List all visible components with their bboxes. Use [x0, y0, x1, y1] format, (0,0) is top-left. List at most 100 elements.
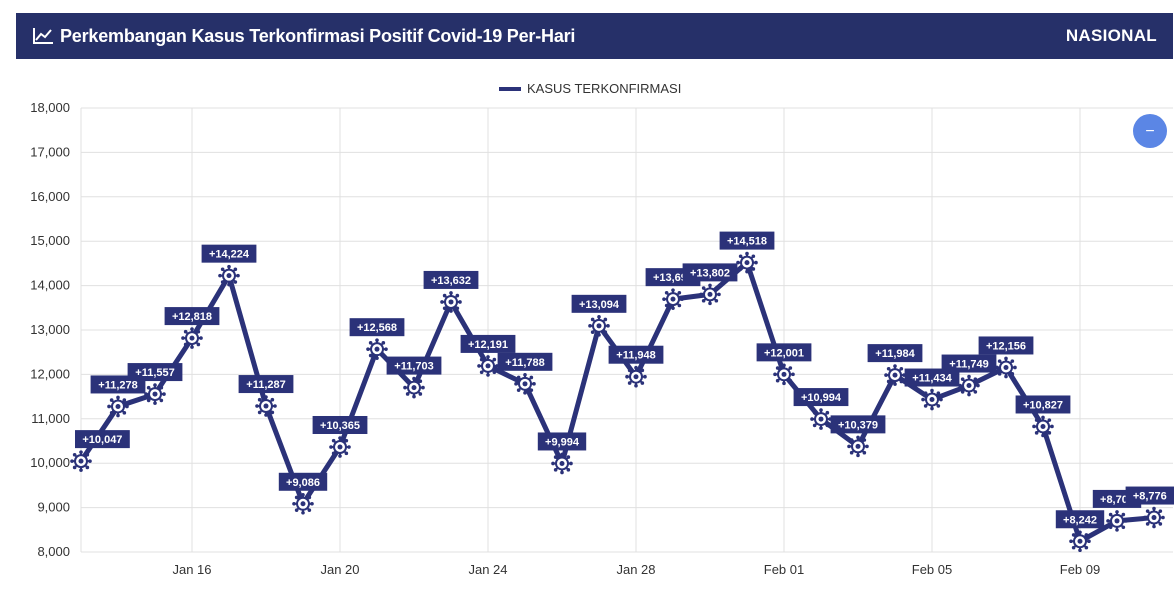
virus-spike-tip	[307, 508, 312, 512]
virus-core	[596, 323, 602, 329]
virus-spike-tip	[680, 297, 684, 301]
data-label: +14,518	[719, 231, 775, 250]
virus-spike-tip	[640, 368, 645, 373]
zoom-out-button[interactable]: −	[1133, 114, 1167, 148]
virus-spike-tip	[1041, 433, 1045, 438]
virus-spike-tip	[886, 379, 891, 384]
virus-spike-tip	[1069, 539, 1073, 544]
virus-spike-tip	[227, 264, 231, 269]
virus-spike-tip	[183, 329, 188, 334]
virus-spike-tip	[1143, 515, 1147, 520]
virus-spike-tip	[405, 392, 410, 396]
virus-spike-tip	[588, 324, 592, 328]
virus-spike-tip	[196, 342, 201, 347]
virus-spike-tip	[79, 450, 83, 454]
virus-spike-tip	[85, 465, 90, 470]
virus-spike-tip	[532, 382, 536, 386]
virus-spike-tip	[973, 390, 978, 394]
virus-marker-icon	[144, 383, 166, 405]
virus-marker-icon	[403, 376, 425, 399]
virus-core	[559, 460, 565, 466]
virus-marker-icon	[70, 450, 92, 472]
virus-spike-tip	[773, 372, 777, 377]
virus-core	[670, 296, 676, 302]
virus-spike-tip	[553, 455, 558, 459]
virus-spike-tip	[627, 368, 632, 373]
zoom-button-circle	[1133, 114, 1167, 148]
y-tick-label: 13,000	[30, 322, 70, 337]
virus-spike-tip	[782, 381, 786, 386]
virus-marker-icon	[514, 373, 536, 395]
virus-spike-tip	[782, 363, 786, 368]
virus-spike-tip	[717, 292, 721, 297]
data-label-text: +11,557	[135, 367, 174, 379]
virus-spike-tip	[1124, 519, 1128, 523]
virus-spike-tip	[566, 468, 571, 472]
virus-marker-icon	[329, 436, 351, 458]
virus-spike-tip	[847, 444, 851, 449]
y-tick-label: 12,000	[30, 366, 70, 381]
virus-spike-tip	[967, 392, 971, 397]
data-label-text: +8,700	[1100, 494, 1134, 506]
virus-spike-tip	[699, 292, 703, 297]
virus-core	[189, 335, 195, 341]
virus-spike-tip	[1145, 522, 1150, 526]
virus-spike-tip	[368, 341, 373, 345]
virus-spike-tip	[418, 379, 423, 384]
data-label-box	[423, 270, 479, 289]
virus-marker-icon	[477, 355, 499, 377]
virus-spike-tip	[233, 280, 238, 284]
virus-spike-tip	[1115, 528, 1119, 532]
virus-spike-tip	[329, 445, 333, 449]
data-label-text: +10,379	[838, 419, 878, 431]
virus-core	[152, 391, 158, 397]
virus-spike-tip	[893, 364, 897, 368]
data-label: +11,434	[904, 368, 960, 387]
data-label: +9,994	[537, 432, 587, 451]
virus-spike-tip	[199, 336, 203, 340]
virus-spike-tip	[264, 395, 268, 399]
virus-spike-tip	[825, 423, 830, 428]
virus-spike-tip	[270, 397, 275, 402]
virus-spike-tip	[856, 435, 860, 440]
virus-spike-tip	[921, 397, 925, 402]
virus-core	[1003, 364, 1009, 370]
virus-marker-icon	[884, 364, 906, 386]
y-tick-label: 16,000	[30, 189, 70, 204]
virus-spike-tip	[1106, 519, 1110, 523]
data-label: +10,994	[793, 388, 849, 407]
data-label: +11,749	[941, 354, 997, 373]
virus-spike-tip	[442, 306, 447, 311]
virus-spike-tip	[218, 273, 222, 278]
virus-spike-tip	[1152, 524, 1156, 529]
virus-core	[855, 443, 861, 449]
virus-core	[485, 363, 491, 369]
virus-marker-icon	[366, 338, 388, 360]
virus-spike-tip	[331, 451, 336, 456]
virus-spike-tip	[1152, 506, 1156, 511]
x-tick-label: Jan 28	[616, 562, 655, 577]
x-tick-label: Jan 24	[468, 562, 507, 577]
virus-marker-icon	[921, 388, 943, 411]
virus-spike-tip	[477, 364, 481, 368]
virus-spike-tip	[1071, 545, 1076, 550]
virus-spike-tip	[1041, 415, 1045, 420]
virus-core	[337, 444, 343, 450]
virus-spike-tip	[862, 450, 867, 455]
virus-spike-tip	[788, 366, 793, 370]
virus-marker-icon	[699, 283, 721, 306]
virus-spike-tip	[273, 404, 277, 408]
y-tick-label: 18,000	[30, 100, 70, 115]
virus-marker-icon	[1106, 510, 1128, 532]
virus-spike-tip	[551, 461, 555, 466]
virus-core	[633, 374, 639, 380]
virus-spike-tip	[634, 365, 638, 370]
data-label-text: +9,086	[286, 477, 320, 489]
virus-core	[929, 397, 935, 403]
virus-spike-tip	[442, 293, 447, 298]
virus-spike-tip	[1004, 356, 1008, 361]
data-label: +12,156	[978, 336, 1034, 355]
virus-spike-tip	[597, 315, 601, 319]
data-label-box	[278, 472, 328, 491]
virus-spike-tip	[307, 495, 312, 500]
